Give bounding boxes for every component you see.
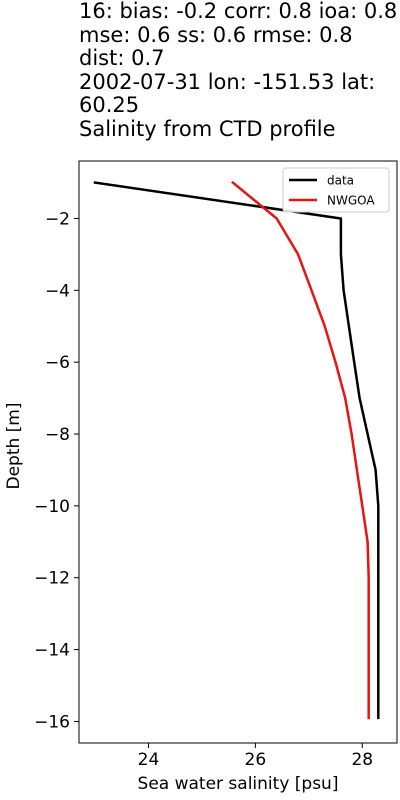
y-tick-label: −10: [34, 497, 70, 517]
plot-frame: [78, 160, 398, 744]
y-tick-label: −16: [34, 712, 70, 732]
y-tick-label: −12: [34, 569, 70, 589]
y-axis-label: Depth [m]: [4, 402, 24, 490]
y-tick-label: −8: [45, 425, 70, 445]
y-tick-label: −4: [45, 281, 70, 301]
legend-label: NWGOA: [327, 194, 375, 208]
x-tick-label: 28: [351, 750, 373, 770]
y-tick-label: −14: [34, 641, 70, 661]
series-line-nwgoa: [231, 180, 370, 720]
y-tick-label: −2: [45, 209, 70, 229]
x-axis-label: Sea water salinity [psu]: [137, 774, 339, 794]
series-line-data: [93, 181, 380, 720]
x-tick-label: 26: [245, 750, 267, 770]
y-tick-label: −6: [45, 353, 70, 373]
chart-title: 16: bias: -0.2 corr: 0.8 ioa: 0.8 mse: 0…: [79, 0, 398, 141]
legend-label: data: [327, 174, 354, 188]
x-tick-label: 24: [138, 750, 160, 770]
